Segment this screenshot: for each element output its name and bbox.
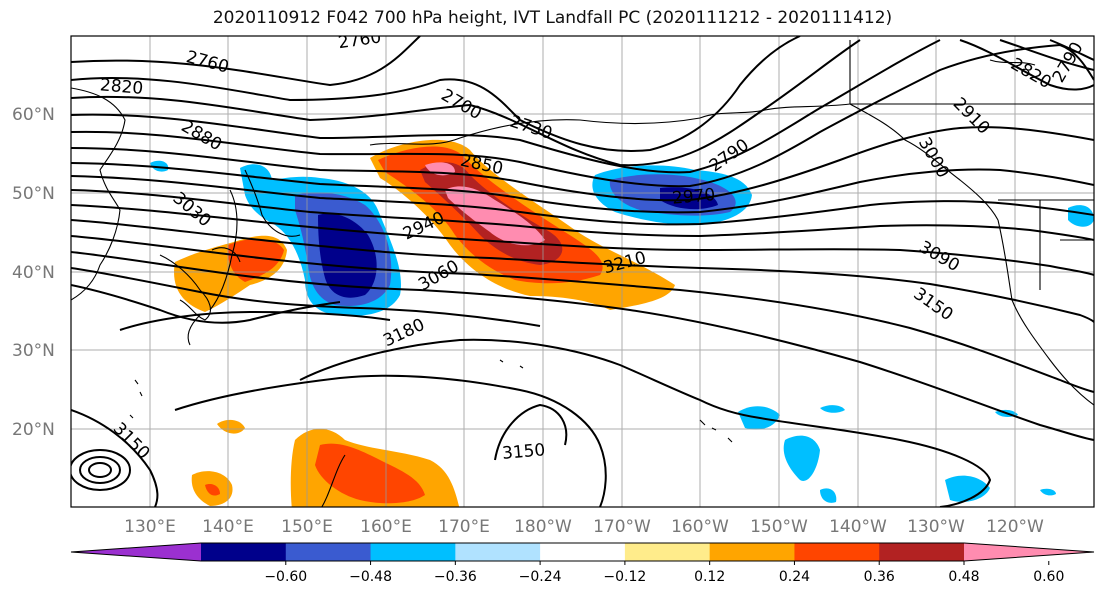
- colorbar-segment: [201, 543, 287, 561]
- colorbar-tick-label: 0.36: [864, 569, 895, 585]
- lat-label-30n: 30°N: [12, 341, 55, 361]
- lat-label-40n: 40°N: [12, 263, 55, 283]
- map-title: 2020110912 F042 700 hPa height, IVT Land…: [212, 8, 893, 28]
- contour-label: 3150: [501, 440, 546, 464]
- lon-label: 140°W: [829, 517, 887, 537]
- colorbar-segment: [285, 543, 372, 561]
- lon-label: 180°W: [514, 517, 572, 537]
- ivt-positive-plume: [370, 139, 675, 310]
- colorbar-tick-label: −0.12: [603, 569, 646, 585]
- colorbar-segment: [624, 543, 711, 561]
- colorbar: −0.60 −0.48 −0.36 −0.24 −0.12 0.12 0.24 0.36 0.4…: [70, 542, 1095, 585]
- colorbar-tick-label: 0.24: [779, 569, 810, 585]
- colorbar-tick-label: −0.24: [519, 569, 562, 585]
- colorbar-tick-label: −0.60: [264, 569, 307, 585]
- colorbar-segment: [455, 543, 541, 561]
- lon-label: 160°E: [360, 517, 412, 537]
- colorbar-segment: [794, 543, 880, 561]
- lon-label: 130°E: [124, 517, 176, 537]
- colorbar-tick-label: −0.36: [434, 569, 477, 585]
- height-contours: [71, 36, 1094, 507]
- colorbar-segment: [540, 543, 626, 561]
- map-frame: [70, 35, 1095, 508]
- lon-label: 170°E: [438, 517, 490, 537]
- lon-label: 150°W: [750, 517, 808, 537]
- colorbar-extend-high: [964, 543, 1094, 561]
- lat-label-60n: 60°N: [12, 105, 55, 125]
- lon-label: 170°W: [593, 517, 651, 537]
- colorbar-segment: [879, 543, 965, 561]
- contour-label: 2970: [671, 185, 716, 209]
- colorbar-tick-label: 0.12: [694, 569, 725, 585]
- lat-label-20n: 20°N: [12, 420, 55, 440]
- latitude-labels: 60°N 50°N 40°N 30°N 20°N: [12, 105, 55, 440]
- ivt-negative-west: [150, 160, 401, 316]
- contour-label: 2820: [99, 75, 144, 99]
- lon-label: 140°E: [202, 517, 254, 537]
- colorbar-segment: [370, 543, 456, 561]
- lon-label: 120°W: [986, 517, 1044, 537]
- lon-label: 150°E: [281, 517, 333, 537]
- lon-label: 130°W: [907, 517, 965, 537]
- lat-label-50n: 50°N: [12, 184, 55, 204]
- colorbar-tick-label: 0.48: [948, 569, 979, 585]
- colorbar-extend-low: [71, 543, 201, 561]
- colorbar-tick-label: 0.60: [1033, 569, 1064, 585]
- colorbar-tick-label: −0.48: [349, 569, 392, 585]
- colorbar-segment: [709, 543, 795, 561]
- colorbar-outline: [70, 542, 1095, 562]
- longitude-labels: 130°E 140°E 150°E 160°E 170°E 180°W 170°…: [124, 517, 1044, 537]
- lon-label: 160°W: [671, 517, 729, 537]
